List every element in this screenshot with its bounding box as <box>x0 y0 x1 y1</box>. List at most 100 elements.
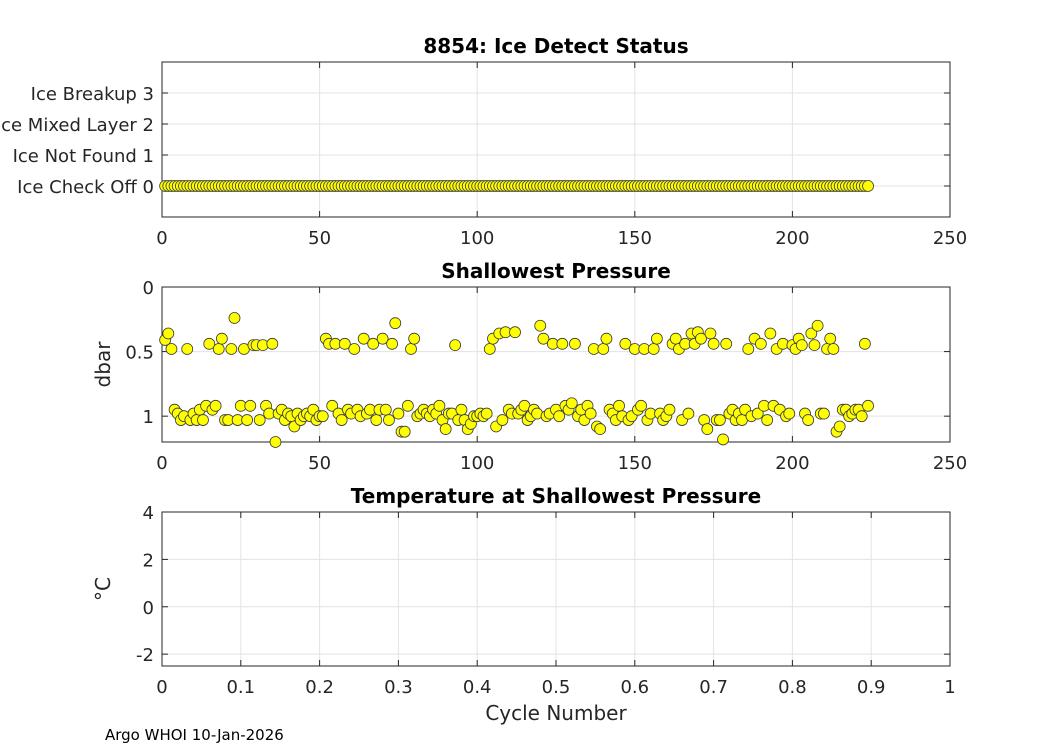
shallowest-pressure-point <box>795 339 808 352</box>
shallowest-pressure-xtick-label: 50 <box>308 453 331 474</box>
shallowest-pressure-point <box>449 339 462 352</box>
temperature-ytick-label: 0 <box>143 598 154 619</box>
shallowest-pressure-point <box>811 319 824 332</box>
ice-status-point <box>862 180 874 192</box>
shallowest-pressure-point <box>408 332 421 345</box>
shallowest-pressure-point <box>162 327 175 340</box>
shallowest-pressure-point <box>405 343 417 355</box>
ice-status-xtick-label: 150 <box>618 228 652 249</box>
shallowest-pressure-point <box>805 327 818 340</box>
temperature-ylabel: °C <box>91 577 115 601</box>
shallowest-pressure-point <box>398 425 411 438</box>
shallowest-pressure-point <box>537 332 550 345</box>
shallowest-pressure-point <box>225 343 238 355</box>
shallowest-pressure-point <box>824 332 837 345</box>
ice-status-ytick-label: Ice Breakup 3 <box>31 84 154 105</box>
ice-status-ytick-label: Ice Mixed Layer 2 <box>0 115 154 136</box>
shallowest-pressure-point <box>266 337 279 350</box>
shallowest-pressure-point <box>496 414 509 426</box>
shallowest-pressure-point <box>401 399 414 412</box>
shallowest-pressure-point <box>827 343 840 355</box>
shallowest-pressure-point <box>367 337 380 350</box>
temperature-ytick-label: 2 <box>143 550 154 571</box>
shallowest-pressure-point <box>714 414 726 426</box>
shallowest-pressure-point <box>754 337 767 350</box>
shallowest-pressure-point <box>802 414 815 426</box>
ice-status-title: 8854: Ice Detect Status <box>423 34 688 58</box>
shallowest-pressure-points <box>159 312 874 448</box>
temperature-axes-frame <box>161 511 951 667</box>
shallowest-pressure-point <box>480 407 493 420</box>
shallowest-pressure-point <box>215 332 228 345</box>
ice-status-plot-area <box>162 62 950 217</box>
shallowest-pressure-point <box>818 407 830 420</box>
shallowest-pressure-point <box>244 399 257 412</box>
shallowest-pressure-point <box>855 410 868 423</box>
shallowest-pressure-point <box>833 420 846 433</box>
shallowest-pressure-point <box>682 407 695 420</box>
temperature-xtick-label: 0.4 <box>463 677 492 698</box>
shallowest-pressure-point <box>742 343 755 355</box>
shallowest-pressure-point <box>509 326 521 339</box>
ice-status-xtick-label: 0 <box>156 228 167 249</box>
shallowest-pressure-point <box>783 407 796 420</box>
shallowest-pressure-point <box>619 337 632 350</box>
shallowest-pressure-point <box>228 312 241 324</box>
shallowest-pressure-point <box>751 407 764 420</box>
shallowest-pressure-point <box>326 399 339 412</box>
shallowest-pressure-xtick-label: 0 <box>156 453 167 474</box>
ice-status-xtick-label: 250 <box>933 228 967 249</box>
shallowest-pressure-point <box>379 403 392 416</box>
temperature-xtick-label: 0.5 <box>542 677 571 698</box>
footer-credit: Argo WHOI 10-Jan-2026 <box>105 726 284 744</box>
shallowest-pressure-point <box>858 337 871 350</box>
temperature-xtick-label: 0.8 <box>778 677 807 698</box>
shallowest-pressure-point <box>707 337 720 350</box>
temperature-xtick-label: 0.6 <box>620 677 649 698</box>
shallowest-pressure-point <box>370 414 383 426</box>
shallowest-pressure-point <box>389 317 402 330</box>
shallowest-pressure-point <box>455 403 468 416</box>
shallowest-pressure-xtick-label: 200 <box>775 453 809 474</box>
shallowest-pressure-point <box>269 436 282 448</box>
temperature-xtick-label: 0.2 <box>305 677 334 698</box>
temperature-xtick-label: 0.1 <box>226 677 255 698</box>
shallowest-pressure-point <box>212 343 225 355</box>
shallowest-pressure-point <box>565 397 578 410</box>
shallowest-pressure-point <box>392 407 405 420</box>
shallowest-pressure-point <box>704 327 717 340</box>
shallowest-pressure-point <box>335 414 348 426</box>
shallowest-pressure-point <box>316 410 329 423</box>
shallowest-pressure-point <box>594 423 607 435</box>
ice-status-xtick-label: 50 <box>308 228 331 249</box>
shallowest-pressure-point <box>253 414 266 426</box>
shallowest-pressure-xtick-label: 100 <box>460 453 494 474</box>
shallowest-pressure-point <box>209 399 222 412</box>
temperature-xtick-label: 1 <box>944 677 955 698</box>
shallowest-pressure-title: Shallowest Pressure <box>441 259 671 283</box>
shallowest-pressure-point <box>647 343 660 355</box>
shallowest-pressure-point <box>764 327 777 340</box>
shallowest-pressure-point <box>597 343 610 355</box>
shallowest-pressure-point <box>165 343 178 355</box>
shallowest-pressure-point <box>376 332 389 345</box>
temperature-xtick-label: 0.3 <box>384 677 413 698</box>
shallowest-pressure-point <box>613 399 625 412</box>
shallowest-pressure-point <box>650 332 663 345</box>
ice-status-points <box>159 180 874 192</box>
shallowest-pressure-ylabel: dbar <box>91 341 115 388</box>
shallowest-pressure-axes-frame <box>161 286 951 443</box>
shallowest-pressure-ytick-label: 1 <box>143 407 154 428</box>
shallowest-pressure-point <box>808 339 821 352</box>
shallowest-pressure-point <box>553 410 566 423</box>
shallowest-pressure-point <box>241 414 254 426</box>
shallowest-pressure-point <box>556 337 569 350</box>
shallowest-pressure-point <box>203 337 216 350</box>
shallowest-pressure-point <box>357 332 370 345</box>
shallowest-pressure-point <box>348 343 361 355</box>
shallowest-pressure-point <box>483 343 496 355</box>
shallowest-pressure-point <box>433 399 446 412</box>
shallowest-pressure-point <box>720 337 733 350</box>
shallowest-pressure-ytick-label: 0 <box>143 278 154 299</box>
